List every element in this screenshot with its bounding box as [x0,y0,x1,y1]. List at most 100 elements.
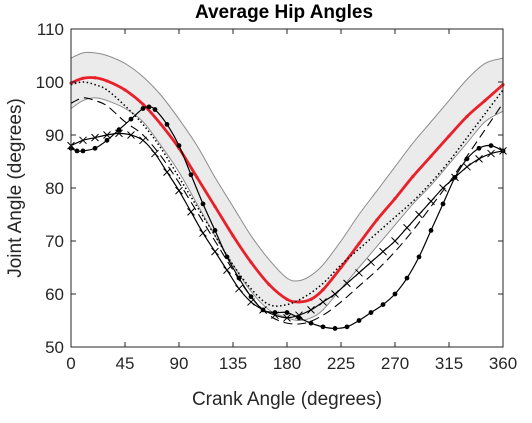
series-3-point [236,275,242,281]
series-4-point [403,223,411,232]
series-3-point [128,116,134,122]
series-4-point [163,168,171,176]
y-tick-label: 110 [37,20,64,39]
series-4-point [295,311,303,320]
x-tick-label: 225 [327,354,355,373]
series-4-point [223,266,231,275]
series-4-point [115,129,123,138]
series-4-point [379,247,387,256]
series-0-point [393,197,397,201]
x-tick-label: 135 [219,354,247,373]
x-tick-label: 270 [381,354,409,373]
series-4-point [139,136,147,145]
series-3-point [146,104,152,110]
series-3-point [440,201,446,207]
series-3-point [212,228,218,233]
axis-ticks: 0 45 90 135 180 225 270 315 360 50 60 70 80 90 100 110 [36,20,518,373]
series-4-point [475,154,483,163]
series-4-point [211,247,219,256]
variability-band [71,52,503,321]
series-4-point [367,258,375,267]
series-0-point [483,98,487,103]
series-0-point [285,297,289,301]
series-3-point [380,302,386,307]
series-4-point [271,311,279,320]
series-0-point [249,260,253,264]
series-4-point [259,306,267,314]
series-3-point [200,201,206,207]
series-0-point [105,79,109,83]
series-4-point [427,197,435,206]
x-tick-label: 180 [273,354,301,373]
series-3-point [140,106,146,111]
series-4-point [235,284,243,293]
series-3-point [368,310,374,315]
series-4-point [151,149,159,158]
series-4-point [283,313,291,322]
series-3-point [248,294,254,300]
series-4-point [415,210,423,219]
series-3-point [224,254,230,260]
series-3-point [344,324,350,330]
series-3-point [464,156,470,162]
series-0-point [375,218,379,222]
series-0-point [297,300,301,304]
series-4-point [343,279,351,288]
series-3-point [428,228,434,233]
series-3-point [188,172,194,178]
series-4-point [307,306,315,314]
series-0-point [213,204,217,209]
series-4-point [355,268,363,277]
series-4-point [463,162,471,171]
series-3-point [476,145,482,151]
series-3-point [92,145,98,151]
series-0-point [429,154,433,158]
series-4-point [91,133,99,142]
x-tick-label: 360 [489,354,517,373]
series-4-point [439,184,447,192]
series-3-point [392,291,398,297]
series-0-point [465,114,469,119]
y-tick-label: 80 [45,179,64,198]
series-0-point [231,234,235,238]
y-tick-label: 90 [45,126,64,145]
series-4-point [127,131,135,139]
series-3-point [308,320,314,326]
x-axis-label: Crank Angle (degrees) [192,389,382,410]
series-3-point [332,326,338,331]
series-4-point [391,237,399,245]
x-tick-label: 90 [170,354,189,373]
series-4-point [451,173,459,182]
y-tick-label: 50 [45,338,64,357]
series-3-point [80,148,86,154]
x-tick-label: 315 [435,354,463,373]
series-0-point [411,174,415,178]
series-0-point [93,76,97,80]
series-3-point [104,137,110,143]
series-4-point [175,186,183,195]
series-0-point [447,134,451,138]
series-0-point [141,102,145,106]
band-upper-edge [70,51,504,282]
series-3-point [320,324,326,330]
series-4-point [79,136,87,145]
series-4-point [487,149,495,158]
series-0-point [81,76,85,80]
series-0-point [159,122,163,126]
series-0-point [195,175,199,179]
y-tick-label: 60 [45,285,64,304]
series-3-point [116,127,122,133]
chart-title: Average Hip Angles [195,2,373,23]
series-3-point [488,143,494,149]
series-4-point [247,298,255,306]
series-3-point [152,107,158,112]
series-3-point [356,318,362,323]
y-tick-label: 100 [36,73,64,92]
series-3-point [284,310,290,315]
series-0-point [339,265,343,270]
series-3-point [176,143,182,149]
y-tick-label: 70 [45,232,64,251]
series-0-point [267,282,271,287]
y-axis-label: Joint Angle (degrees) [5,98,26,278]
